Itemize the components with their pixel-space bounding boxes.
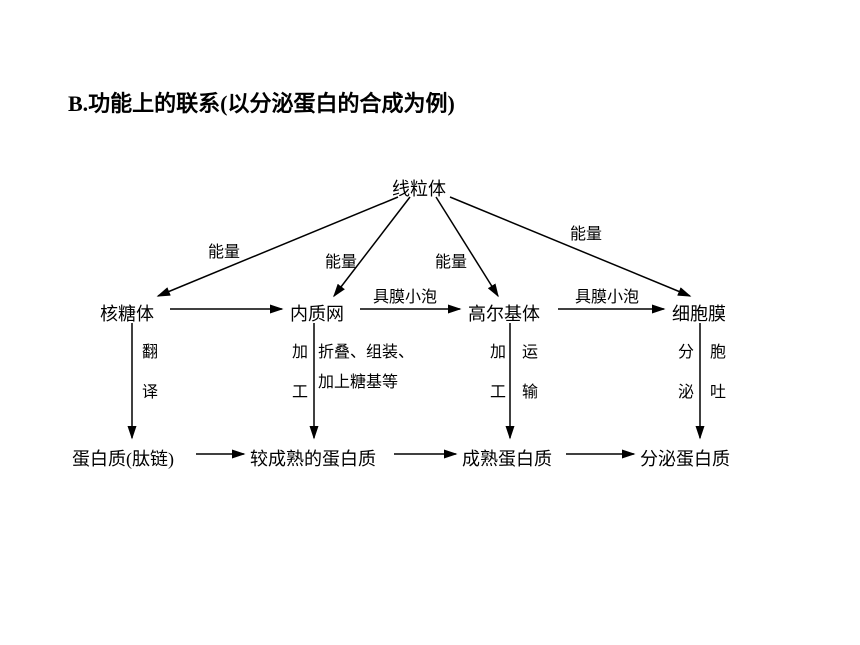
vlabel-v6a: 分	[678, 338, 694, 362]
node-er: 内质网	[290, 300, 344, 326]
edge-label-ves1: 具膜小泡	[373, 283, 437, 307]
vlabel-v5a: 运	[522, 338, 538, 362]
node-p4: 分泌蛋白质	[640, 445, 730, 471]
vlabel-v1a: 翻	[142, 338, 158, 362]
edge-label-ves2: 具膜小泡	[575, 283, 639, 307]
node-golgi: 高尔基体	[468, 300, 540, 326]
vlabel-v5b: 输	[522, 378, 538, 402]
node-p2: 较成熟的蛋白质	[250, 445, 376, 471]
vlabel-v4a: 加	[490, 338, 506, 362]
arrow-1	[334, 197, 410, 296]
vlabel-v6b: 泌	[678, 378, 694, 402]
node-mito: 线粒体	[392, 175, 446, 201]
arrow-2	[436, 197, 498, 296]
node-p3: 成熟蛋白质	[462, 445, 552, 471]
edge-label-e2: 能量	[325, 248, 357, 272]
edge-label-e3: 能量	[435, 248, 467, 272]
vlabel-v4b: 工	[490, 378, 506, 402]
node-mem: 细胞膜	[672, 300, 726, 326]
vlabel-v3a: 折叠、组装、	[318, 338, 414, 362]
arrow-0	[158, 197, 398, 296]
vlabel-v7a: 胞	[710, 338, 726, 362]
vlabel-v2a: 加	[292, 338, 308, 362]
vlabel-v7b: 吐	[710, 378, 726, 402]
edge-label-e1: 能量	[208, 238, 240, 262]
edge-label-e4: 能量	[570, 220, 602, 244]
page-title: B.功能上的联系(以分泌蛋白的合成为例)	[68, 86, 455, 118]
node-p1: 蛋白质(肽链)	[72, 445, 174, 471]
vlabel-v2b: 工	[292, 378, 308, 402]
arrow-3	[450, 197, 690, 296]
vlabel-v3b: 加上糖基等	[318, 368, 398, 392]
node-ribo: 核糖体	[100, 300, 154, 326]
vlabel-v1b: 译	[142, 378, 158, 402]
